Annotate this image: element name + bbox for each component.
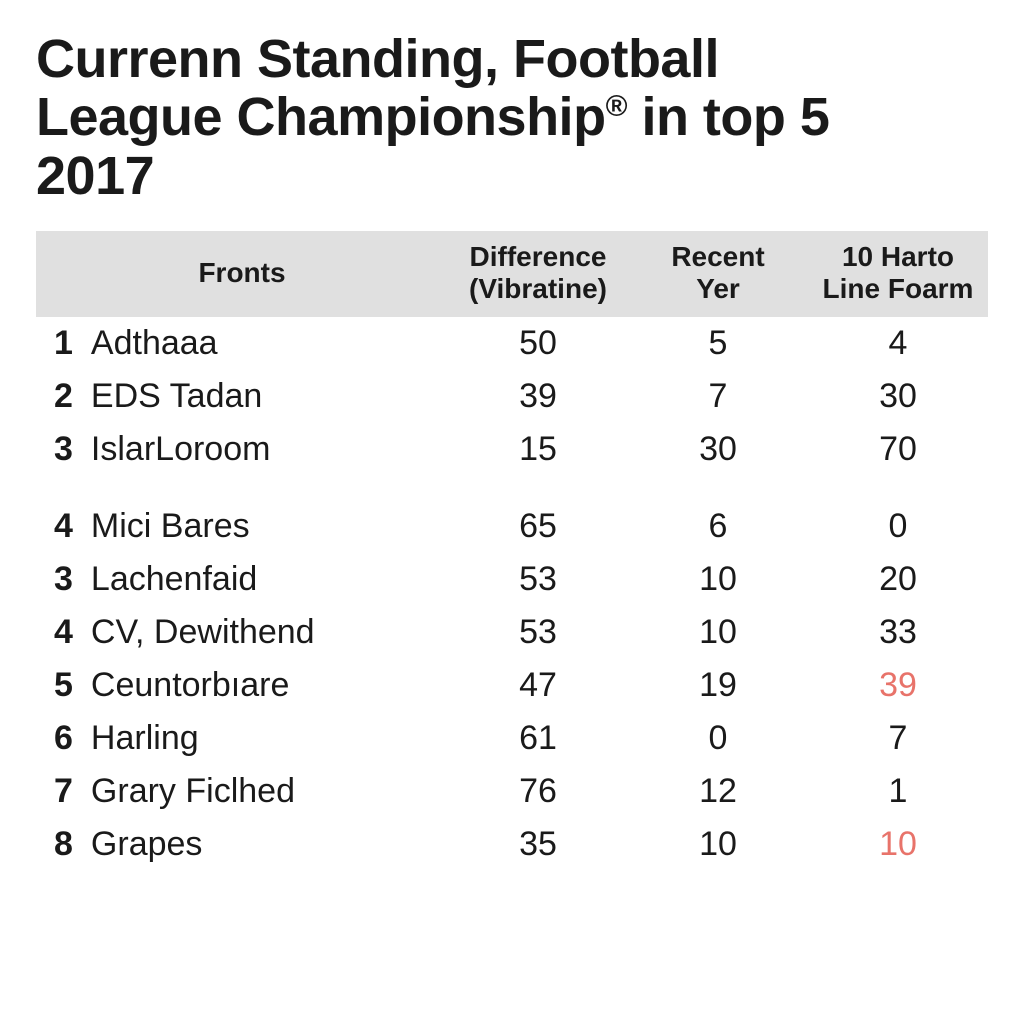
cell-name: Grary Ficlhed	[87, 765, 448, 818]
cell-name: CV, Dewithend	[87, 606, 448, 659]
cell-difference: 35	[448, 818, 628, 871]
cell-name: Grapes	[87, 818, 448, 871]
title-line3: 2017	[36, 146, 154, 206]
cell-difference: 61	[448, 712, 628, 765]
cell-recent: 30	[628, 423, 808, 476]
cell-recent: 5	[628, 317, 808, 370]
table-header-row: Fronts Difference (Vibratine) Recent Yer…	[36, 231, 988, 317]
table-row: 3IslarLoroom153070	[36, 423, 988, 476]
cell-harto: 1	[808, 765, 988, 818]
page-title: Currenn Standing, Football League Champi…	[36, 30, 988, 205]
table-row: 3Lachenfaid531020	[36, 553, 988, 606]
table-row: 6Harling6107	[36, 712, 988, 765]
cell-difference: 39	[448, 370, 628, 423]
cell-recent: 6	[628, 500, 808, 553]
cell-harto: 39	[808, 659, 988, 712]
cell-harto: 7	[808, 712, 988, 765]
table-body: 1Adthaaa50542EDS Tadan397303IslarLoroom1…	[36, 317, 988, 871]
cell-recent: 10	[628, 553, 808, 606]
cell-harto: 10	[808, 818, 988, 871]
cell-difference: 15	[448, 423, 628, 476]
title-line2b: in top 5	[627, 87, 829, 147]
cell-name: EDS Tadan	[87, 370, 448, 423]
cell-rank: 3	[36, 423, 87, 476]
cell-recent: 19	[628, 659, 808, 712]
title-line2a: League Championship	[36, 87, 606, 147]
cell-name: Mici Bares	[87, 500, 448, 553]
cell-name: Harling	[87, 712, 448, 765]
cell-recent: 12	[628, 765, 808, 818]
cell-harto: 20	[808, 553, 988, 606]
cell-harto: 4	[808, 317, 988, 370]
title-sup: ®	[606, 90, 627, 123]
table-row: 8Grapes351010	[36, 818, 988, 871]
table-row: 2EDS Tadan39730	[36, 370, 988, 423]
standings-table: Fronts Difference (Vibratine) Recent Yer…	[36, 231, 988, 871]
cell-name: Lachenfaid	[87, 553, 448, 606]
cell-rank: 7	[36, 765, 87, 818]
table-row: 4Mici Bares6560	[36, 500, 988, 553]
cell-harto: 30	[808, 370, 988, 423]
table-row: 1Adthaaa5054	[36, 317, 988, 370]
cell-harto: 0	[808, 500, 988, 553]
col-header-harto: 10 Harto Line Foarm	[808, 231, 988, 317]
cell-recent: 10	[628, 818, 808, 871]
title-line1: Currenn Standing, Football	[36, 29, 719, 89]
cell-rank: 5	[36, 659, 87, 712]
cell-rank: 4	[36, 606, 87, 659]
table-row: 4CV, Dewithend531033	[36, 606, 988, 659]
table-row: 5Ceuntorbıare471939	[36, 659, 988, 712]
cell-rank: 4	[36, 500, 87, 553]
cell-name: IslarLoroom	[87, 423, 448, 476]
cell-recent: 10	[628, 606, 808, 659]
cell-difference: 53	[448, 553, 628, 606]
cell-difference: 65	[448, 500, 628, 553]
cell-recent: 7	[628, 370, 808, 423]
cell-rank: 3	[36, 553, 87, 606]
cell-name: Adthaaa	[87, 317, 448, 370]
table-row	[36, 476, 988, 500]
cell-difference: 53	[448, 606, 628, 659]
col-header-recent: Recent Yer	[628, 231, 808, 317]
table-row: 7Grary Ficlhed76121	[36, 765, 988, 818]
col-header-difference: Difference (Vibratine)	[448, 231, 628, 317]
cell-harto: 70	[808, 423, 988, 476]
cell-difference: 76	[448, 765, 628, 818]
cell-rank: 2	[36, 370, 87, 423]
col-header-fronts: Fronts	[36, 231, 448, 317]
cell-name: Ceuntorbıare	[87, 659, 448, 712]
cell-rank: 1	[36, 317, 87, 370]
cell-difference: 50	[448, 317, 628, 370]
cell-difference: 47	[448, 659, 628, 712]
cell-rank: 8	[36, 818, 87, 871]
cell-rank: 6	[36, 712, 87, 765]
cell-harto: 33	[808, 606, 988, 659]
cell-recent: 0	[628, 712, 808, 765]
